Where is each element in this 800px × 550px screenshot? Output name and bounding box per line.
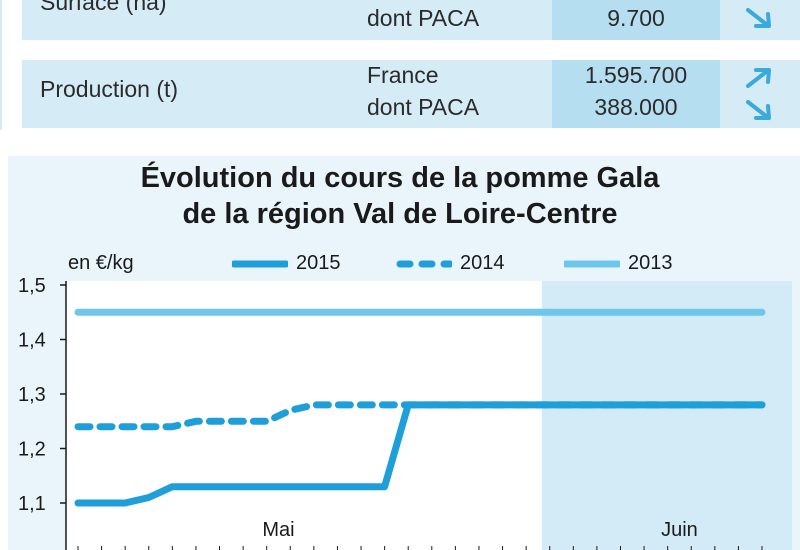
chart-subtitle: de la région Val de Loire-Centre: [182, 198, 618, 230]
x-month-label: Juin: [661, 519, 698, 541]
legend-swatch-light: [564, 260, 620, 267]
trend-up-icon: [742, 64, 782, 95]
trend-down-icon: [742, 98, 782, 129]
region-label: dont PACA: [367, 94, 480, 120]
y-tick-label: 1,4: [18, 330, 46, 352]
y-tick-label: 1,2: [18, 439, 46, 461]
region-label: dont PACA: [367, 5, 480, 31]
june-shade: [541, 281, 792, 550]
legend-item-2013: 2013: [564, 252, 673, 275]
region-label: France: [367, 62, 439, 88]
legend-label: 2014: [460, 252, 505, 274]
plot-background: [66, 281, 542, 550]
stats-table: Surface (ha) dont PACA 9.700 Production …: [0, 0, 800, 130]
value-column-bg: [552, 60, 720, 128]
row-value: 1.595.700: [584, 62, 688, 88]
row-label: Production (t): [40, 76, 179, 102]
x-month-label: Mai: [262, 519, 294, 541]
y-tick-label: 1,1: [18, 493, 46, 515]
legend-swatch-dashed: [396, 260, 452, 267]
legend-item-2014: 2014: [396, 252, 505, 275]
y-axis-unit-label: en €/kg: [68, 252, 134, 274]
row-label: Surface (ha): [40, 0, 167, 15]
table-row-surface: Surface (ha) dont PACA 9.700: [22, 0, 800, 40]
y-tick-label: 1,0: [18, 548, 46, 550]
legend-swatch-solid: [232, 260, 288, 267]
legend-item-2015: 2015: [232, 252, 341, 275]
legend-label: 2015: [296, 252, 341, 274]
trend-down-icon: [742, 6, 782, 37]
row-value: 9.700: [607, 5, 665, 31]
chart-legend: 2015 2014 2013: [0, 252, 800, 276]
value-column-bg: [552, 0, 720, 40]
chart-title-block: Évolution du cours de la pomme Gala de l…: [0, 160, 800, 232]
chart-title: Évolution du cours de la pomme Gala: [140, 162, 660, 194]
table-left-rule: [0, 0, 2, 130]
y-tick-label: 1,5: [18, 275, 46, 297]
y-tick-label: 1,3: [18, 384, 46, 406]
table-row-production: Production (t) France dont PACA 1.595.70…: [22, 60, 800, 128]
series-line-2015: [74, 401, 766, 507]
legend-label: 2013: [628, 252, 673, 274]
row-value: 388.000: [594, 94, 678, 120]
